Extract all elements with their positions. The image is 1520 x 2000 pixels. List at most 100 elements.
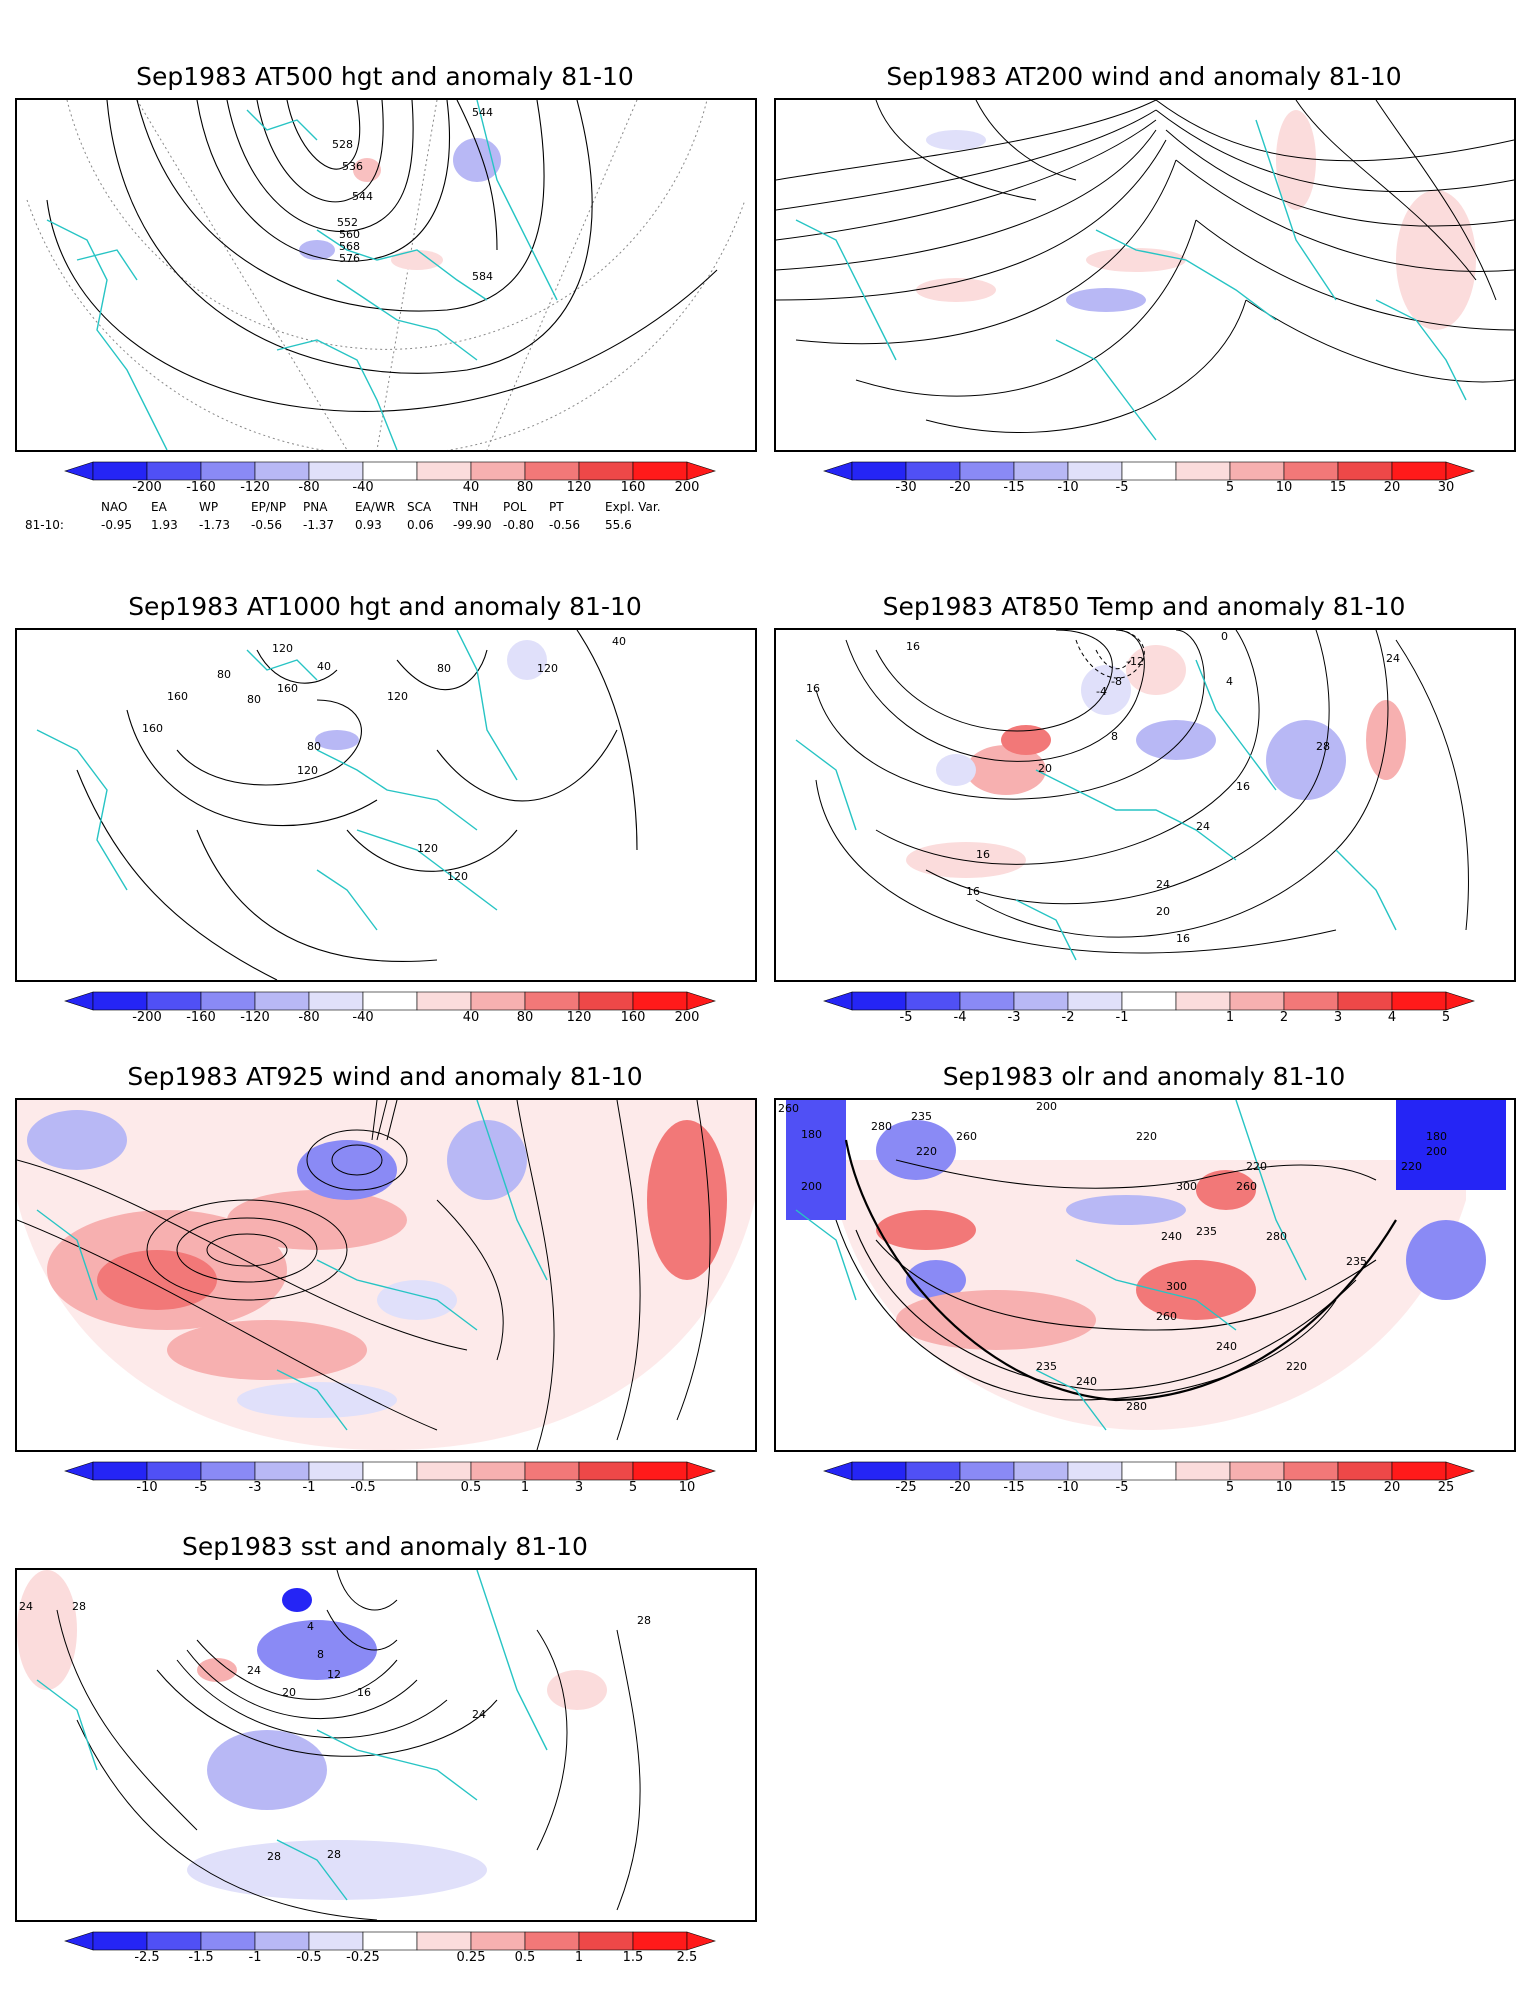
contour-label: 4 <box>1226 675 1233 688</box>
colorbar-box <box>363 992 417 1010</box>
contour-label: 24 <box>472 1708 486 1721</box>
colorbar <box>65 1932 715 1950</box>
colorbar-left-arrow <box>824 462 852 480</box>
colorbar-box <box>147 462 201 480</box>
colorbar-tick-label: 200 <box>675 1010 700 1025</box>
colorbar-tick-label: 3 <box>575 1480 583 1495</box>
colorbar-tick-label: 15 <box>1330 1480 1347 1495</box>
panel-title: Sep1983 olr and anomaly 81-10 <box>774 1062 1514 1091</box>
colorbar-box <box>525 1462 579 1480</box>
colorbar-box <box>906 1462 960 1480</box>
colorbar-box <box>1338 992 1392 1010</box>
contour-label: 300 <box>1166 1280 1187 1293</box>
contour-label: 235 <box>911 1110 932 1123</box>
colorbar-box <box>1284 1462 1338 1480</box>
index-value: 0.93 <box>355 518 382 532</box>
contour-label: 584 <box>472 270 493 283</box>
contour-label: 544 <box>352 190 373 203</box>
contour-label: 28 <box>267 1850 281 1863</box>
colorbar-box <box>471 462 525 480</box>
contour-label: 260 <box>1156 1310 1177 1323</box>
colorbar-tick-label: -80 <box>298 1010 319 1025</box>
colorbar-tick-label: -30 <box>895 480 916 495</box>
contour-label: 220 <box>1401 1160 1422 1173</box>
colorbar-tick-label: -0.5 <box>296 1950 321 1965</box>
contour-label: 200 <box>1036 1100 1057 1113</box>
colorbar-box <box>1176 992 1230 1010</box>
colorbar-box <box>1284 992 1338 1010</box>
colorbar-box <box>852 992 906 1010</box>
colorbar-tick-label: -0.25 <box>346 1950 380 1965</box>
colorbar-tick-label: 2 <box>1280 1010 1288 1025</box>
index-name: EA/WR <box>355 500 395 514</box>
colorbar-box <box>1392 992 1446 1010</box>
colorbar-tick-label: -5 <box>195 1480 208 1495</box>
contour-label: 200 <box>801 1180 822 1193</box>
colorbar-right-arrow <box>687 462 715 480</box>
index-value: -0.56 <box>549 518 580 532</box>
colorbar-box <box>1014 462 1068 480</box>
colorbar-box <box>633 992 687 1010</box>
colorbar-box <box>309 462 363 480</box>
colorbar-box <box>471 1932 525 1950</box>
contour-label: 24 <box>19 1600 33 1613</box>
map-at500: 528 536 544 552 560 568 576 584 544 <box>15 98 757 452</box>
colorbar-tick-label: 25 <box>1438 1480 1455 1495</box>
colorbar <box>824 1462 1474 1480</box>
panel-title: Sep1983 sst and anomaly 81-10 <box>15 1532 755 1561</box>
indices-row-label: 81-10: <box>25 518 64 532</box>
contour-label: 80 <box>437 662 451 675</box>
colorbar-tick-label: 30 <box>1438 480 1455 495</box>
colorbar-tick-label: -160 <box>186 480 216 495</box>
colorbar-tick-label: -0.5 <box>350 1480 375 1495</box>
contour-label: 16 <box>357 1686 371 1699</box>
colorbar-box <box>1230 992 1284 1010</box>
colorbar-tick-label: -120 <box>240 480 270 495</box>
colorbar-box <box>1014 992 1068 1010</box>
colorbar-box <box>147 1932 201 1950</box>
map-canvas: 16 16 0 -4 -8 -12 4 8 20 16 24 28 16 24 … <box>776 630 1514 980</box>
index-value: 0.06 <box>407 518 434 532</box>
contour-label: 16 <box>1236 780 1250 793</box>
colorbar-tick-label: 160 <box>621 1010 646 1025</box>
contour-label: 260 <box>778 1102 799 1115</box>
index-value: -0.80 <box>503 518 534 532</box>
contour-label: 160 <box>142 722 163 735</box>
colorbar-box <box>525 992 579 1010</box>
colorbar-tick-label: 120 <box>567 1010 592 1025</box>
contour-label: 24 <box>1156 878 1170 891</box>
colorbar-tick-label: 10 <box>1276 1480 1293 1495</box>
index-name: Expl. Var. <box>605 500 661 514</box>
index-name: EP/NP <box>251 500 286 514</box>
colorbar-tick-label: -1 <box>1116 1010 1129 1025</box>
map-olr: 260 180 200 280 235 220 260 200 220 240 … <box>774 1098 1516 1452</box>
contour-label: 20 <box>1156 905 1170 918</box>
contour-label: 40 <box>612 635 626 648</box>
index-name: SCA <box>407 500 431 514</box>
contour-label: 240 <box>1161 1230 1182 1243</box>
contour-label: 16 <box>976 848 990 861</box>
colorbar-tick-label: -20 <box>949 480 970 495</box>
index-value: -0.95 <box>101 518 132 532</box>
contour-label: 120 <box>417 842 438 855</box>
colorbar-box <box>93 1932 147 1950</box>
colorbar-box <box>960 1462 1014 1480</box>
colorbar-left-arrow <box>65 462 93 480</box>
index-name: TNH <box>453 500 478 514</box>
contour-label: 24 <box>1196 820 1210 833</box>
contour-label: 200 <box>1426 1145 1447 1158</box>
contour-label: 8 <box>317 1648 324 1661</box>
colorbar-right-arrow <box>687 1932 715 1950</box>
index-name: PT <box>549 500 564 514</box>
colorbar-box <box>255 1462 309 1480</box>
colorbar-box <box>1338 1462 1392 1480</box>
contour-label: 260 <box>1236 1180 1257 1193</box>
colorbar-box <box>201 1462 255 1480</box>
colorbar-box <box>633 1932 687 1950</box>
contour-label: 80 <box>217 668 231 681</box>
contour-label: 120 <box>272 642 293 655</box>
colorbar-box <box>93 992 147 1010</box>
index-name: PNA <box>303 500 327 514</box>
colorbar-tick-label: -5 <box>900 1010 913 1025</box>
contour-label: 120 <box>447 870 468 883</box>
